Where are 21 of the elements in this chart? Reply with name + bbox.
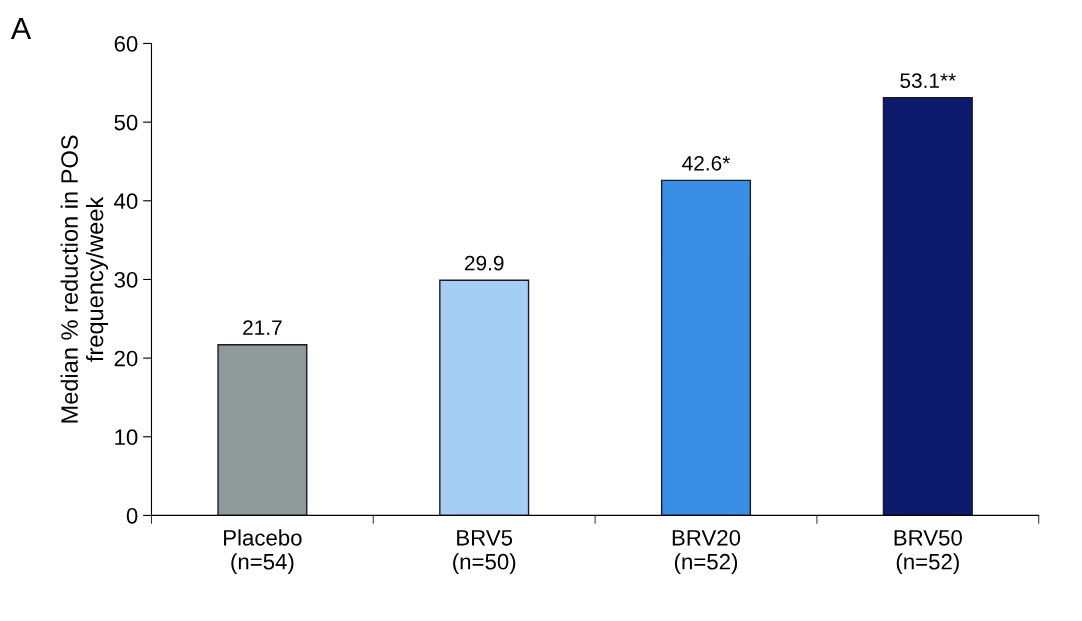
y-tick-label: 10: [115, 429, 138, 446]
y-tick-label: 60: [114, 36, 138, 52]
y-tick-label: 50: [114, 114, 138, 131]
x-tick-label: BRV20 (n=52): [672, 529, 741, 574]
y-tick-label: 40: [114, 193, 138, 210]
bar: [439, 279, 530, 516]
text: A: [10, 17, 32, 39]
y-tick-label: 30: [114, 271, 138, 288]
y-tick-label: 0: [126, 507, 138, 524]
bar: [660, 179, 752, 516]
x-tick-label: BRV50 (n=52): [894, 529, 962, 574]
x-tick-label: BRV5 (n=50): [453, 530, 516, 574]
data-label: 42.6*: [682, 155, 731, 171]
bar: [217, 344, 308, 516]
data-label: 21.7: [243, 320, 282, 335]
data-label: 29.9: [464, 255, 504, 271]
x-tick-label: Placebo (n=54): [224, 529, 302, 574]
y-axis-title: Median % reduction in POS frequency/week: [60, 135, 109, 423]
bar: [882, 97, 973, 516]
y-tick-label: 20: [114, 350, 138, 367]
data-label: 53.1**: [900, 73, 956, 89]
